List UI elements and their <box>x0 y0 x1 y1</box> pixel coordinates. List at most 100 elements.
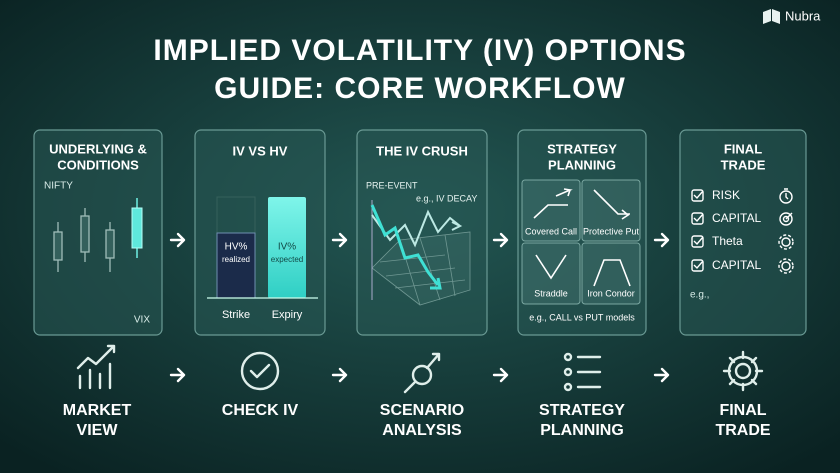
card-shape-shape <box>781 237 791 247</box>
card-shape <box>216 232 256 299</box>
card-title: CONDITIONS <box>57 157 139 172</box>
step-icons-shape <box>249 363 271 379</box>
card-shape-shape <box>779 190 793 204</box>
step-label: VIEW <box>77 422 119 439</box>
card: IV VS HV HV% realized IV% expected Strik… <box>194 129 326 336</box>
card-shape-shape <box>521 179 581 242</box>
card-shape <box>268 197 306 298</box>
label: NIFTY <box>44 181 73 192</box>
card-shape <box>131 207 143 249</box>
card-shape-shape <box>105 229 115 259</box>
card-shape-shape <box>691 235 704 248</box>
card-title: THE IV CRUSH <box>376 143 468 158</box>
card: FINAL TRADE RISK CAPITAL Theta CAPITAL e… <box>679 129 807 336</box>
arrows-shape <box>331 367 348 383</box>
check-item: CAPITAL <box>712 258 761 272</box>
card-shape-shape <box>782 215 790 223</box>
step-icons-shape <box>76 344 116 390</box>
step-label: CHECK IV <box>222 402 299 419</box>
step-icons-shape <box>411 364 433 386</box>
bar-sub: expected <box>271 255 303 264</box>
axis-label: Expiry <box>272 309 303 321</box>
step-label: PLANNING <box>540 422 624 439</box>
brand: Nubra <box>763 8 821 24</box>
card-shape-shape <box>593 259 631 287</box>
card-shape-shape <box>581 179 641 242</box>
card-shape-shape <box>785 212 793 220</box>
card-shape <box>33 129 163 336</box>
card-shape <box>691 188 794 274</box>
card-shape <box>521 179 641 305</box>
step-label: ANALYSIS <box>382 422 462 439</box>
step-icons-shape <box>403 352 441 394</box>
card-shape <box>371 231 471 306</box>
tile-label: Straddle <box>534 288 568 298</box>
card-title: UNDERLYING & <box>49 141 147 156</box>
step-label: MARKET <box>63 402 132 419</box>
step-icons-shape <box>563 367 573 377</box>
card-shape-shape <box>521 242 581 305</box>
bar-label: HV% <box>225 242 248 253</box>
card-title: STRATEGY <box>547 141 617 156</box>
step-icons-shape <box>722 350 764 392</box>
card-shape-shape <box>379 234 466 306</box>
card-shape-shape <box>778 258 794 274</box>
card-title: PLANNING <box>548 157 616 172</box>
card-shape-shape <box>693 213 704 223</box>
card-shape <box>371 209 461 248</box>
card: UNDERLYING & CONDITIONS NIFTY VIX <box>33 129 163 336</box>
arrows <box>169 232 670 383</box>
steps: MARKET VIEW CHECK IV SCENARIO ANALYSIS S… <box>63 402 771 439</box>
arrows-shape <box>331 232 348 248</box>
check-item: CAPITAL <box>712 211 761 225</box>
axis-label: Strike <box>222 309 250 321</box>
card-shape <box>53 208 115 272</box>
step-icons-shape <box>563 352 573 362</box>
step-icons-shape <box>563 382 573 392</box>
card-shape-shape <box>691 212 704 225</box>
card-title: TRADE <box>721 157 766 172</box>
card-shape-shape <box>371 231 471 306</box>
card-shape-shape <box>693 190 704 200</box>
card-shape <box>451 221 463 231</box>
brand-shape <box>763 9 780 24</box>
check-item: Theta <box>712 234 743 248</box>
title: IMPLIED VOLATILITY (IV) OPTIONS GUIDE: C… <box>153 34 685 105</box>
card: STRATEGY PLANNING Covered Call Protectiv… <box>517 129 647 336</box>
card-shape-shape <box>593 189 630 220</box>
note: e.g., CALL vs PUT models <box>529 312 635 322</box>
card-shape-shape <box>693 260 704 270</box>
tile-label: Covered Call <box>525 226 577 236</box>
card-title: IV VS HV <box>233 143 288 158</box>
step-label: TRADE <box>715 422 770 439</box>
step-icons-shape <box>576 355 602 389</box>
card-shape-shape <box>581 242 641 305</box>
arrows-shape <box>653 232 670 248</box>
arrows-shape <box>492 232 509 248</box>
arrows-shape <box>492 367 509 383</box>
card-shape <box>356 129 488 336</box>
tile-label: Iron Condor <box>587 288 635 298</box>
arrows-shape <box>169 367 186 383</box>
card-shape-shape <box>781 261 791 271</box>
card-shape-shape <box>53 231 63 261</box>
label: e.g., IV DECAY <box>416 193 477 203</box>
step-icons-shape <box>734 362 752 380</box>
card-shape-shape <box>535 254 567 280</box>
step-label: SCENARIO <box>380 402 464 419</box>
check-item: RISK <box>712 188 740 202</box>
arrows-shape <box>169 232 186 248</box>
card-title: FINAL <box>724 141 762 156</box>
note: e.g., <box>690 290 709 301</box>
step-label: STRATEGY <box>539 402 625 419</box>
brand-name: Nubra <box>785 8 821 23</box>
card-shape <box>533 188 631 287</box>
step-icons <box>76 344 764 394</box>
title-line: GUIDE: CORE WORKFLOW <box>214 72 626 105</box>
card-shape-shape <box>80 215 90 253</box>
card-shape-shape <box>778 234 794 250</box>
card-shape-shape <box>779 212 793 226</box>
card-shape-shape <box>784 188 789 200</box>
